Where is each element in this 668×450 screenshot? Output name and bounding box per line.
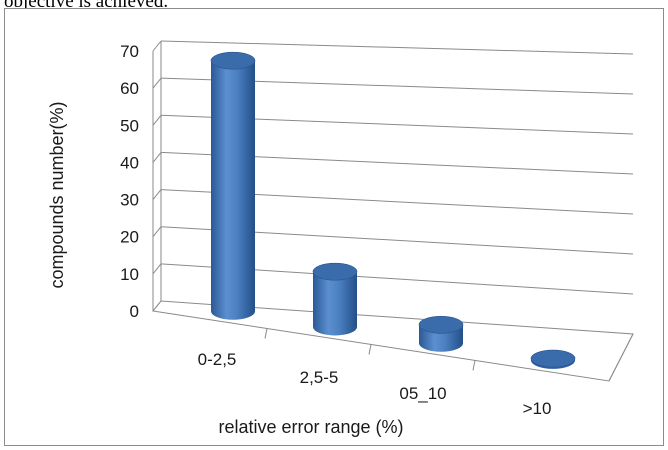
y-tick-label: 20	[120, 228, 139, 247]
gridline	[160, 40, 634, 55]
bar	[210, 51, 256, 320]
bar	[530, 349, 576, 369]
gridline-side	[152, 40, 162, 52]
chart-frame: 0 10 20 30 40 50 60 70 0-2,5 2,5-5 05_10 >10 compo…	[4, 8, 664, 446]
gridline-side	[152, 77, 162, 89]
gridline-side	[152, 226, 162, 238]
x-axis-title: relative error range (%)	[218, 417, 403, 437]
x-tick-label: 0-2,5	[198, 350, 237, 369]
y-tick-label: 50	[120, 116, 139, 135]
x-tick-label: 2,5-5	[300, 368, 339, 387]
y-tick-label: 10	[120, 265, 139, 284]
gridline-side	[152, 189, 162, 200]
bar	[418, 315, 464, 352]
cylinder-bar-chart: 0 10 20 30 40 50 60 70 0-2,5 2,5-5 05_10 >10 compo…	[47, 40, 634, 437]
x-tick-label: 05_10	[399, 384, 446, 403]
gridline-side	[152, 300, 162, 312]
x-axis-ticks: 0-2,5 2,5-5 05_10 >10	[198, 328, 552, 418]
bars	[210, 51, 576, 369]
y-tick-label: 60	[120, 79, 139, 98]
y-tick-label: 30	[120, 191, 139, 210]
gridline-side	[152, 114, 162, 126]
y-tick-label: 70	[120, 42, 139, 61]
gridline-side	[152, 152, 162, 163]
y-tick-label: 0	[130, 302, 139, 321]
y-axis-ticks: 0 10 20 30 40 50 60 70	[120, 42, 139, 321]
x-tick-label: >10	[523, 399, 552, 418]
bar	[312, 262, 358, 336]
gridline-side	[152, 263, 162, 275]
y-axis-title: compounds number(%)	[47, 101, 67, 288]
y-tick-label: 40	[120, 153, 139, 172]
